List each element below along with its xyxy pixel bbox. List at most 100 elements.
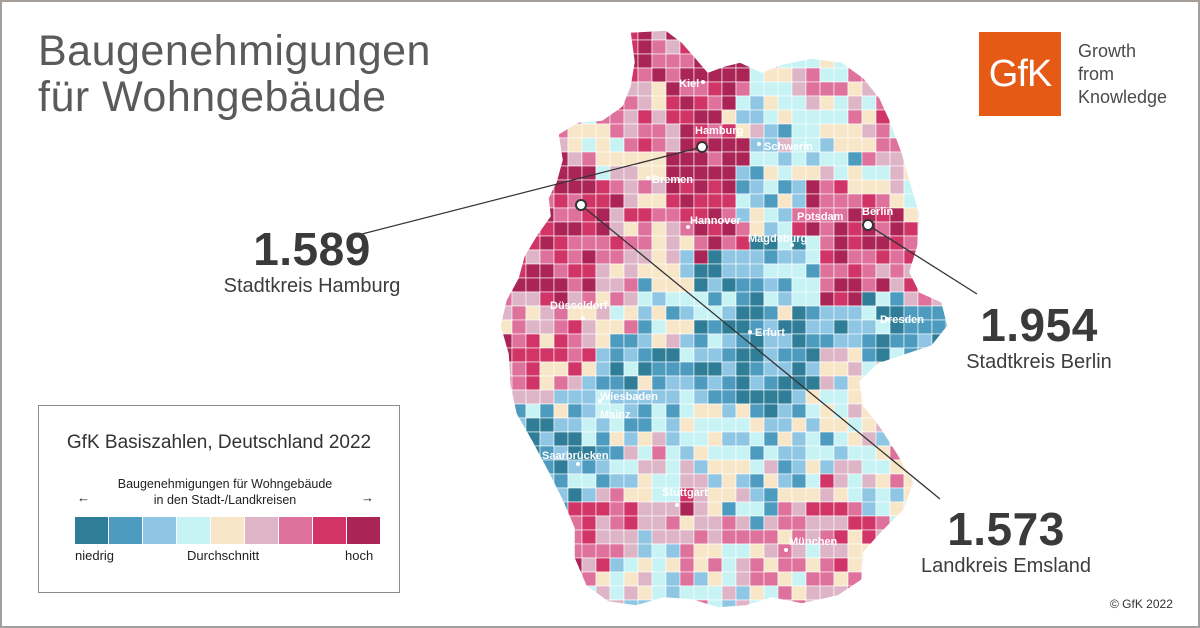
district-cell xyxy=(553,193,569,209)
district-cell xyxy=(903,431,919,447)
district-cell xyxy=(511,459,527,475)
district-cell xyxy=(679,529,695,545)
district-cell xyxy=(889,291,905,307)
district-cell xyxy=(917,375,933,391)
district-cell xyxy=(707,585,723,601)
district-cell xyxy=(553,109,569,125)
district-cell xyxy=(525,67,541,83)
district-cell xyxy=(777,165,793,181)
district-cell xyxy=(735,319,751,335)
district-cell xyxy=(763,389,779,405)
district-cell xyxy=(693,109,709,125)
district-cell xyxy=(525,30,541,41)
legend-swatch-5 xyxy=(211,517,244,544)
district-cell xyxy=(623,431,639,447)
district-cell xyxy=(777,30,793,41)
district-cell xyxy=(525,137,541,153)
district-cell xyxy=(500,179,513,195)
district-cell xyxy=(847,81,863,97)
district-cell xyxy=(805,123,821,139)
district-cell xyxy=(791,165,807,181)
district-cell xyxy=(665,529,681,545)
district-cell xyxy=(693,473,709,489)
district-cell xyxy=(595,179,611,195)
district-cell xyxy=(805,81,821,97)
district-cell xyxy=(763,30,779,41)
legend-subtitle-line-2: in den Stadt-/Landkreisen xyxy=(153,493,297,507)
district-cell xyxy=(791,431,807,447)
district-cell xyxy=(903,137,919,153)
district-cell xyxy=(595,557,611,573)
district-cell xyxy=(875,515,891,531)
district-cell xyxy=(525,361,541,377)
district-cell xyxy=(945,123,948,139)
district-cell xyxy=(889,389,905,405)
district-cell xyxy=(945,473,948,489)
district-cell xyxy=(665,347,681,363)
district-cell xyxy=(847,193,863,209)
district-cell xyxy=(511,501,527,517)
district-cell xyxy=(693,389,709,405)
district-cell xyxy=(805,221,821,237)
district-cell xyxy=(623,305,639,321)
district-cell xyxy=(735,389,751,405)
district-cell xyxy=(539,81,555,97)
district-cell xyxy=(819,515,835,531)
district-cell xyxy=(791,249,807,265)
district-cell xyxy=(945,67,948,83)
district-cell xyxy=(651,249,667,265)
district-cell xyxy=(693,403,709,419)
district-cell xyxy=(609,263,625,279)
district-cell xyxy=(903,30,919,41)
district-cell xyxy=(889,179,905,195)
district-cell xyxy=(903,445,919,461)
district-cell xyxy=(819,165,835,181)
district-cell xyxy=(525,305,541,321)
district-cell xyxy=(693,193,709,209)
district-cell xyxy=(777,487,793,503)
district-cell xyxy=(567,375,583,391)
district-cell xyxy=(847,501,863,517)
district-cell xyxy=(903,207,919,223)
district-cell xyxy=(595,473,611,489)
district-cell xyxy=(791,95,807,111)
district-cell xyxy=(637,109,653,125)
district-cell xyxy=(945,221,948,237)
district-cell xyxy=(665,333,681,349)
district-cell xyxy=(500,529,513,545)
city-label-erfurt: Erfurt xyxy=(755,327,785,339)
district-cell xyxy=(735,291,751,307)
district-cell xyxy=(903,81,919,97)
district-cell xyxy=(749,277,765,293)
district-cell xyxy=(511,137,527,153)
district-cell xyxy=(833,375,849,391)
district-cell xyxy=(889,361,905,377)
district-cell xyxy=(637,81,653,97)
district-cell xyxy=(791,123,807,139)
district-cell xyxy=(833,30,849,41)
district-cell xyxy=(777,515,793,531)
district-cell xyxy=(539,67,555,83)
district-cell xyxy=(609,277,625,293)
district-cell xyxy=(525,487,541,503)
district-cell xyxy=(735,165,751,181)
district-cell xyxy=(679,501,695,517)
district-cell xyxy=(805,39,821,55)
district-cell xyxy=(931,123,947,139)
district-cell xyxy=(511,557,527,573)
district-cell xyxy=(833,473,849,489)
district-cell xyxy=(679,277,695,293)
district-cell xyxy=(525,333,541,349)
district-cell xyxy=(637,543,653,559)
district-cell xyxy=(763,207,779,223)
district-cell xyxy=(567,151,583,167)
district-cell xyxy=(917,30,933,41)
district-cell xyxy=(609,53,625,69)
district-cell xyxy=(693,165,709,181)
district-cell xyxy=(511,571,527,587)
district-cell xyxy=(861,501,877,517)
district-cell xyxy=(500,221,513,237)
district-cell xyxy=(861,333,877,349)
district-cell xyxy=(525,319,541,335)
